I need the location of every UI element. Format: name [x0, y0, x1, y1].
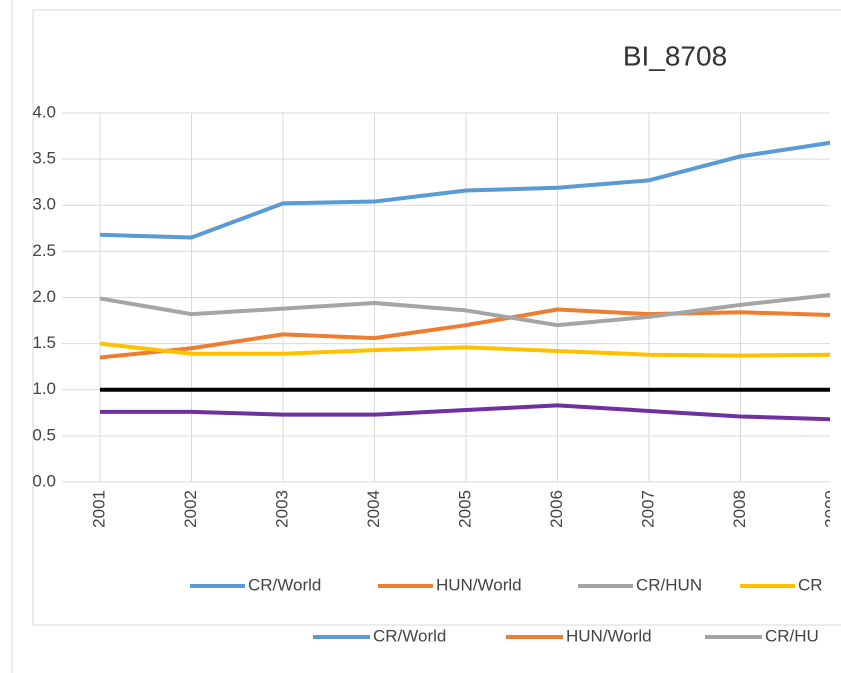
y-tick-label: 1.0 [32, 379, 56, 398]
x-tick-label: 2002 [181, 490, 200, 528]
legend-label: CR/HUN [636, 575, 702, 594]
x-tick-label: 2007 [638, 490, 657, 528]
y-tick-label: 4.0 [32, 102, 56, 121]
x-tick-label: 2006 [547, 490, 566, 528]
x-tick-label: 2004 [364, 490, 383, 528]
series-line [100, 403, 830, 422]
plot: 2001 2002 2003 2004 2005 2006 2007 2008 2009 CR/W… [62, 112, 840, 645]
legend-label: CR/World [248, 575, 321, 594]
y-tick-label: 2.0 [32, 287, 56, 306]
series-line [99, 140, 830, 240]
legend-label: HUN/World [436, 575, 522, 594]
legend-label: HUN/World [566, 626, 652, 645]
x-tick-label: 2005 [455, 490, 474, 528]
series-line [99, 341, 830, 358]
y-tick-label: 3.0 [32, 195, 56, 214]
x-tick-label: 2009 [821, 490, 840, 528]
y-tick-label: 0.0 [32, 471, 56, 490]
x-tick-label: 2001 [89, 490, 108, 528]
series-line [99, 307, 830, 360]
x-tick-label: 2003 [272, 490, 291, 528]
legend-label: CR/World [373, 626, 446, 645]
y-tick-label: 3.5 [32, 149, 56, 168]
chart-frame [32, 9, 841, 626]
chart-title: BI_8708 [623, 40, 727, 71]
series-line [99, 292, 830, 328]
y-tick-label: 2.5 [32, 241, 56, 260]
legend-label: CR [798, 575, 823, 594]
y-tick-label: 1.5 [32, 333, 56, 352]
x-tick-label: 2008 [730, 490, 749, 528]
legend-label: CR/HU [765, 626, 819, 645]
y-tick-label: 0.5 [32, 425, 56, 444]
